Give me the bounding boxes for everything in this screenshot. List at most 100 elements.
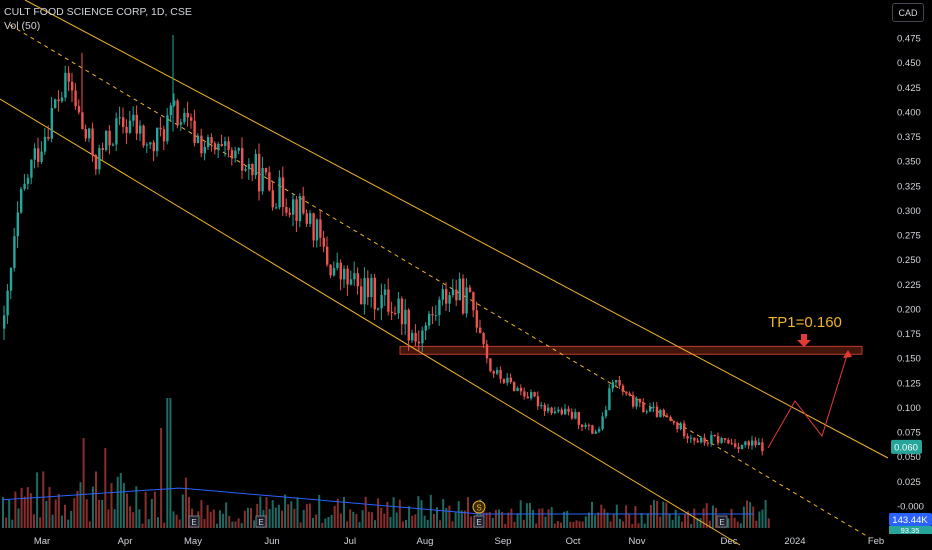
candle-body xyxy=(81,112,84,130)
volume-bar xyxy=(439,520,442,528)
candle-body xyxy=(302,196,305,214)
volume-bar xyxy=(364,496,367,528)
volume-bar xyxy=(578,521,581,528)
candle-body xyxy=(251,163,254,176)
volume-bar xyxy=(674,509,677,528)
volume-bar xyxy=(222,513,225,528)
volume-bar xyxy=(76,490,79,528)
volume-bar xyxy=(181,494,184,528)
volume-bar xyxy=(138,509,141,528)
candle-body xyxy=(84,129,87,139)
candle-body xyxy=(349,279,353,285)
volume-bar xyxy=(116,476,119,528)
candle-body xyxy=(135,114,138,134)
volume-bar xyxy=(39,517,42,528)
candle-body xyxy=(261,167,264,192)
candle-body xyxy=(332,268,336,276)
candle-body xyxy=(577,412,580,425)
candle-body xyxy=(472,292,475,311)
volume-bar xyxy=(169,398,172,528)
volume-bar xyxy=(33,514,35,528)
volume-bar xyxy=(107,509,110,528)
volume-bar xyxy=(70,510,73,528)
time-tick-label: Sep xyxy=(495,536,512,547)
price-tick-label: 0.425 xyxy=(897,83,921,94)
volume-bar xyxy=(60,515,63,528)
volume-bar xyxy=(591,501,593,528)
volume-bar xyxy=(67,519,70,528)
volume-bar xyxy=(150,498,153,528)
candle-body xyxy=(649,407,652,412)
earnings-marker-label: E xyxy=(476,518,481,527)
earnings-marker-label: E xyxy=(719,518,724,527)
earnings-marker xyxy=(188,515,200,528)
candle-body xyxy=(567,408,570,412)
candle-body xyxy=(482,333,485,345)
volume-bar xyxy=(687,511,690,528)
candle-body xyxy=(115,118,118,145)
volume-bar xyxy=(36,472,39,528)
volume-bar xyxy=(166,398,169,528)
volume-bar xyxy=(14,491,17,528)
volume-indicator-label[interactable]: Vol (50) xyxy=(4,20,41,32)
volume-bar xyxy=(398,499,401,528)
candle-body xyxy=(176,100,179,125)
candle-body xyxy=(492,371,495,374)
candle-body xyxy=(125,126,128,133)
volume-bar xyxy=(395,512,398,528)
candle-body xyxy=(608,388,611,410)
price-tick-label: 0.300 xyxy=(897,206,921,217)
candle-body xyxy=(241,148,244,171)
symbol-title: CULT FOOD SCIENCE CORP, 1D, CSE xyxy=(4,6,192,18)
volume-bar xyxy=(101,499,104,528)
volume-bar xyxy=(411,515,414,528)
volume-bar xyxy=(333,505,336,528)
candle-body xyxy=(679,423,682,430)
volume-bar xyxy=(26,487,29,528)
candle-body xyxy=(247,163,251,170)
candle-body xyxy=(234,150,237,158)
time-tick-label: Jul xyxy=(344,536,356,547)
volume-bar xyxy=(699,518,702,528)
candle-body xyxy=(706,442,710,444)
volume-bar xyxy=(126,493,128,528)
volume-bar xyxy=(240,523,243,528)
volume-bar xyxy=(330,514,333,528)
candle-body xyxy=(6,290,9,316)
candle-body xyxy=(23,183,26,189)
candle-body xyxy=(118,117,121,119)
candle-body xyxy=(268,172,271,191)
candle-body xyxy=(74,90,77,107)
target-annotation: TP1=0.160 xyxy=(768,314,842,331)
volume-bar xyxy=(420,500,423,528)
volume-bar xyxy=(290,501,293,528)
candle-body xyxy=(727,439,730,444)
volume-bar xyxy=(293,508,296,528)
candle-body xyxy=(533,392,536,397)
volume-bar xyxy=(336,498,339,528)
candle-body xyxy=(652,406,655,408)
projection-path xyxy=(767,351,849,449)
volume-bar xyxy=(132,512,135,528)
candle-body xyxy=(30,159,33,178)
volume-bar xyxy=(727,518,730,528)
candle-body xyxy=(230,150,234,158)
volume-bar xyxy=(157,517,159,528)
volume-bar xyxy=(764,500,767,528)
candle-body xyxy=(689,437,693,439)
candle-body xyxy=(448,295,451,304)
candle-body xyxy=(513,382,516,392)
candle-body xyxy=(50,108,53,139)
candle-body xyxy=(346,268,349,285)
candle-body xyxy=(64,72,67,98)
volume-bar xyxy=(271,500,274,528)
volume-bar xyxy=(429,494,432,528)
candle-body xyxy=(356,273,359,287)
candle-body xyxy=(502,378,506,383)
volume-bar xyxy=(20,487,23,528)
currency-button[interactable]: CAD xyxy=(892,3,924,22)
volume-bar xyxy=(147,519,150,528)
volume-bar xyxy=(625,505,628,528)
candle-body xyxy=(190,117,193,121)
